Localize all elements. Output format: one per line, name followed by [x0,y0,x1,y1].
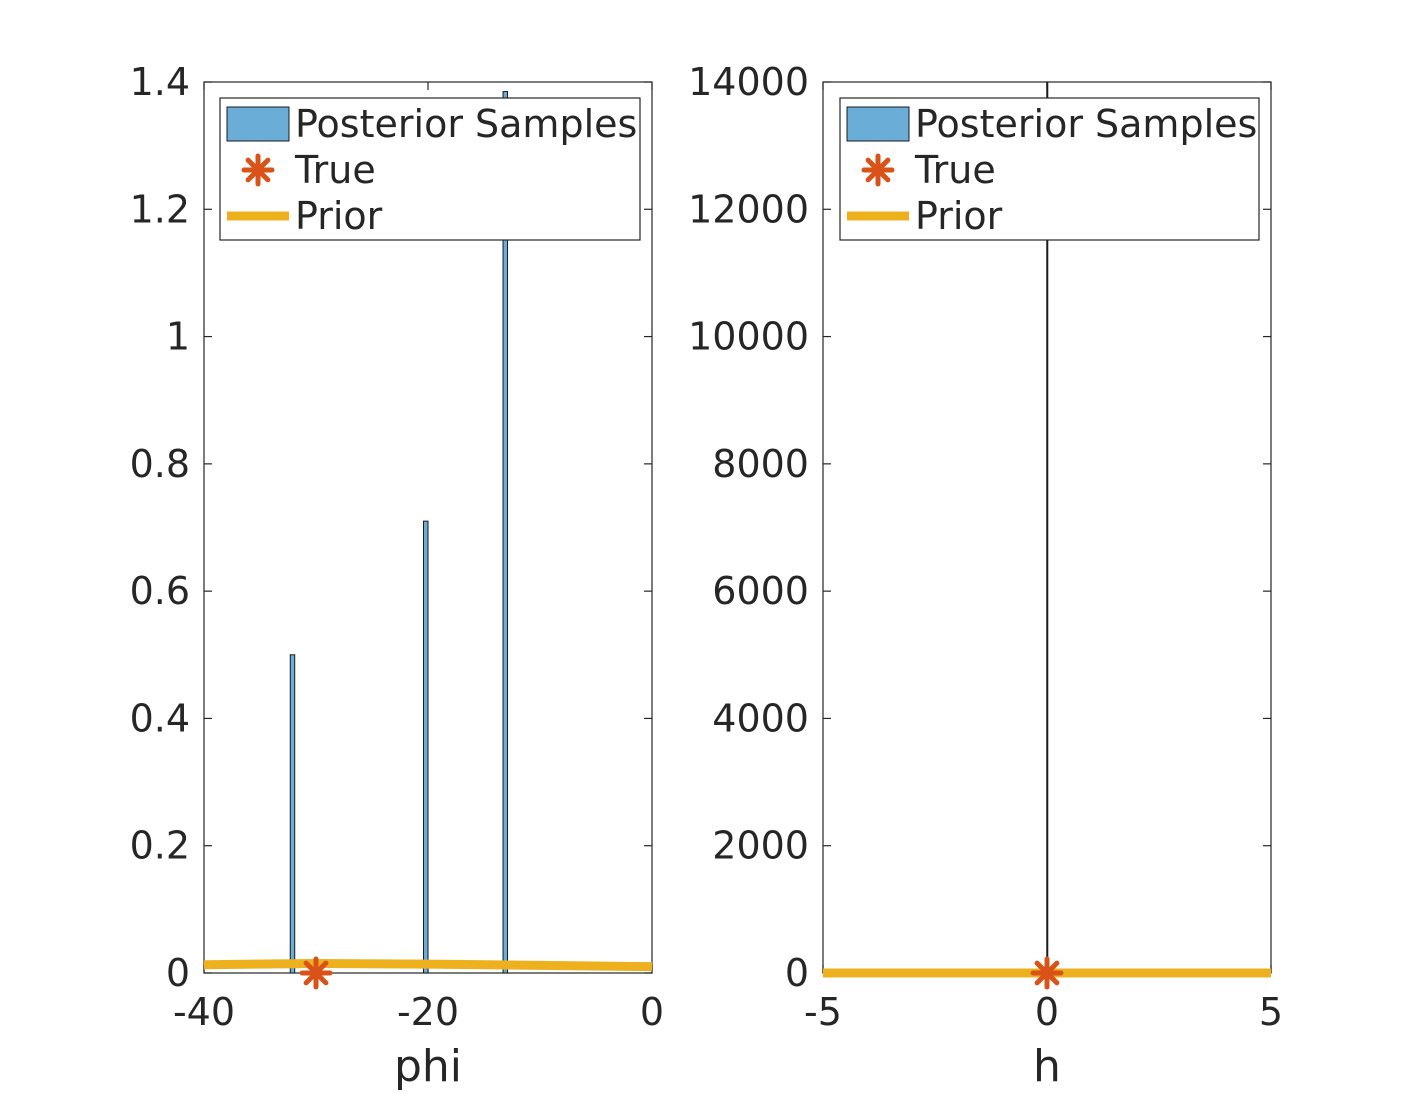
y-tick-label: 14000 [688,60,809,104]
y-tick-label: 8000 [712,442,809,486]
h-x-axis-label: h [1033,1041,1061,1092]
phi-prior-line [203,958,653,972]
posterior-bar [423,520,429,974]
x-tick-label: -20 [397,990,459,1034]
x-tick-label: -5 [804,990,842,1034]
legend-entry-label: Prior [915,194,1003,238]
y-tick-label: 0.6 [130,569,190,613]
legend-entry-label: True [914,148,996,192]
y-tick-label: 2000 [712,824,809,868]
y-tick-label: 0 [785,951,809,995]
y-tick-label: 1 [166,315,190,359]
x-tick-label: 5 [1259,990,1283,1034]
y-tick-label: 0.4 [130,696,190,740]
true-value-marker [1030,956,1064,990]
phi-tick-labels: 0 0.2 0.4 0.6 0.8 1 1.2 1.4 -40 -20 0 [130,60,665,1034]
h-true-marker [1030,956,1064,990]
y-tick-label: 4000 [712,696,809,740]
legend-bar-swatch [846,106,910,142]
y-tick-label: 12000 [688,187,809,231]
legend-entry-label: Posterior Samples [295,102,637,146]
phi-posterior-bars [289,91,509,974]
legend-entry-label: True [294,148,376,192]
legend-box [219,97,641,241]
phi-x-axis-label: phi [394,1041,462,1092]
y-tick-label: 6000 [712,569,809,613]
legend-entry-label: Posterior Samples [915,102,1257,146]
y-tick-label: 1.4 [130,60,190,104]
x-tick-label: 0 [640,990,664,1034]
y-tick-label: 0.8 [130,442,190,486]
posterior-bar [289,654,296,974]
prior-curve [203,958,653,972]
y-tick-label: 1.2 [130,187,190,231]
phi-histogram-panel: 0 0.2 0.4 0.6 0.8 1 1.2 1.4 -40 -20 0 phi Posterio… [130,60,665,1092]
x-tick-label: 0 [1035,990,1059,1034]
legend-true-marker [861,153,895,187]
legend-box [839,97,1260,241]
true-value-marker [299,956,333,990]
y-tick-label: 10000 [688,315,809,359]
phi-true-marker [299,956,333,990]
legend-entry-label: Prior [295,194,383,238]
x-tick-label: -40 [173,990,235,1034]
y-tick-label: 0 [166,951,190,995]
legend-bar-swatch [226,106,290,142]
y-tick-label: 0.2 [130,824,190,868]
posterior-bar [502,91,509,974]
legend-true-marker [241,153,275,187]
